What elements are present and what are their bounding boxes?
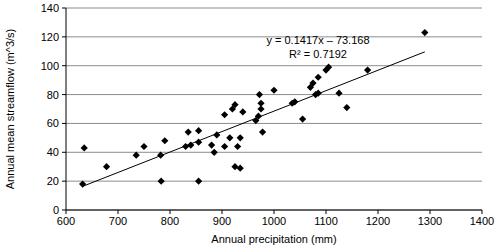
x-tick-label: 1200 [366,215,390,227]
chart: 0204060801001201406007008009001000110012… [0,0,500,249]
x-tick-label: 900 [213,215,231,227]
point [158,178,165,185]
grid-line [66,65,482,66]
point [161,137,168,144]
y-tick-label: 40 [47,146,59,158]
x-tick [326,210,327,214]
point [195,178,202,185]
y-tick [62,152,66,153]
point [221,111,228,118]
point [259,128,266,135]
x-axis [66,210,482,211]
grid-line [66,210,482,211]
x-tick-label: 1400 [470,215,494,227]
point [185,128,192,135]
point [257,100,264,107]
y-axis [66,8,67,210]
point [256,91,263,98]
y-tick-label: 100 [41,60,59,72]
point [231,101,238,108]
x-tick [66,210,67,214]
point [237,165,244,172]
point [103,163,110,170]
annotation: y = 0.1417x – 73.168 [266,34,369,46]
y-axis-title: Annual mean streamflow (m^3/s) [4,29,16,189]
y-tick-label: 140 [41,2,59,14]
grid-line [66,181,482,182]
y-tick [62,8,66,9]
x-tick-label: 600 [57,215,75,227]
y-tick [62,181,66,182]
point [208,141,215,148]
point [239,108,246,115]
point [226,134,233,141]
point [211,149,218,156]
x-tick-label: 700 [109,215,127,227]
point [133,152,140,159]
y-tick [62,123,66,124]
grid-line [66,94,482,95]
y-tick [62,94,66,95]
x-tick [274,210,275,214]
point [81,144,88,151]
x-tick [170,210,171,214]
annotation: R² = 0.7192 [289,48,347,60]
point [270,87,277,94]
point [309,79,316,86]
y-tick-label: 60 [47,117,59,129]
point [343,104,350,111]
grid-line [66,8,482,9]
point [195,127,202,134]
trend-line [83,52,425,187]
y-tick [62,210,66,211]
y-tick-label: 120 [41,31,59,43]
x-tick [482,210,483,214]
grid-line [66,152,482,153]
x-axis-title: Annual precipitation (mm) [211,233,336,245]
x-tick-label: 1100 [314,215,338,227]
point [421,29,428,36]
point [140,143,147,150]
y-tick [62,65,66,66]
point [231,163,238,170]
point [234,143,241,150]
point [335,90,342,97]
point [237,134,244,141]
x-tick-label: 1300 [418,215,442,227]
x-tick [378,210,379,214]
plot-area [79,29,428,188]
x-tick [118,210,119,214]
point [79,180,86,187]
x-tick [222,210,223,214]
point [221,143,228,150]
x-tick-label: 800 [161,215,179,227]
point [325,64,332,71]
point [364,66,371,73]
point [315,74,322,81]
x-tick-label: 1000 [262,215,286,227]
y-tick-label: 80 [47,89,59,101]
y-tick [62,36,66,37]
grid-line [66,123,482,124]
point [299,116,306,123]
y-tick-label: 20 [47,175,59,187]
x-tick [430,210,431,214]
